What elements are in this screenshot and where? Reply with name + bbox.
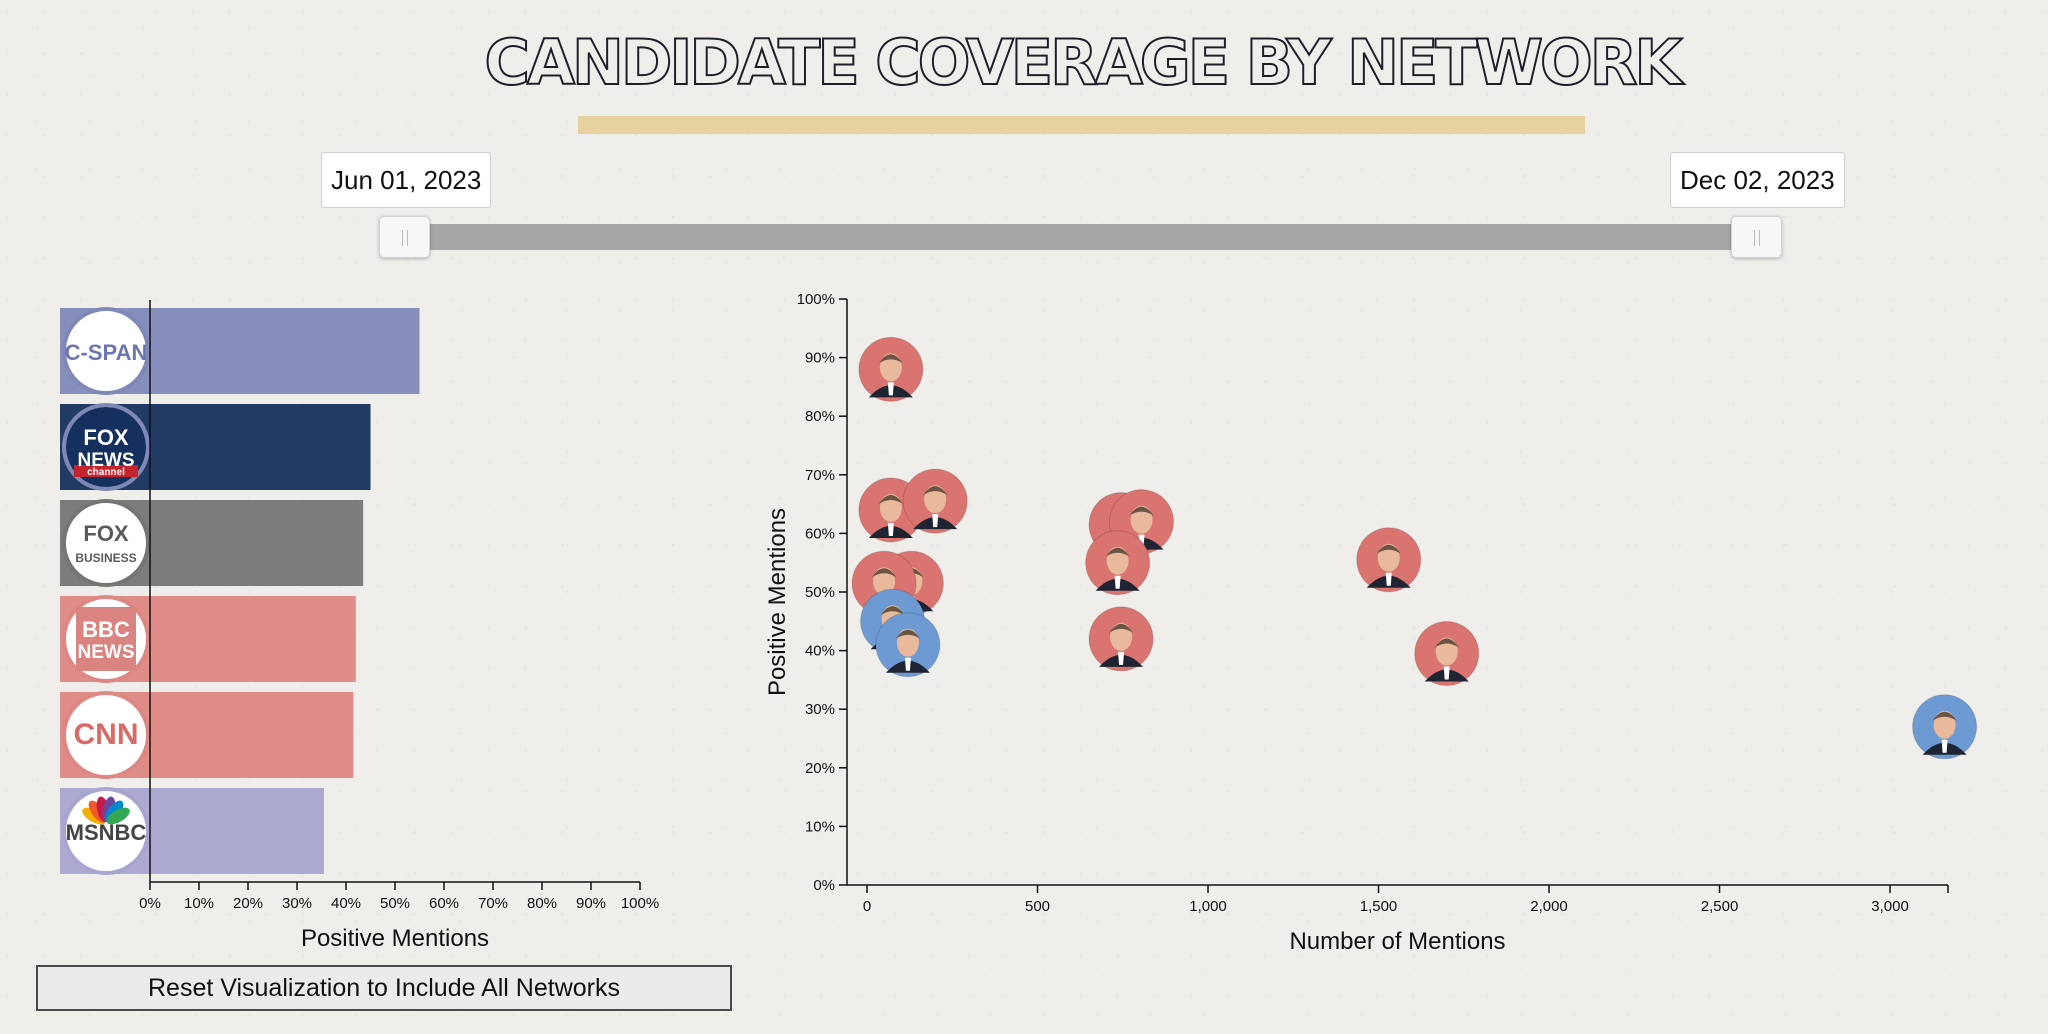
- candidate-point[interactable]: [1414, 621, 1480, 687]
- scatter-y-tick-label: 100%: [797, 291, 835, 308]
- candidate-point[interactable]: [858, 336, 924, 402]
- candidate-shirt-icon: [1118, 651, 1125, 665]
- network-logo-text: C-SPAN: [65, 340, 148, 365]
- candidate-hair-icon: [880, 606, 905, 616]
- scatter-x-tick-label: 0: [863, 898, 871, 915]
- scatter-y-tick-label: 60%: [805, 525, 835, 542]
- bar-x-tick-label: 90%: [576, 895, 606, 912]
- network-logo-text: MSNBC: [66, 820, 147, 845]
- candidate-hair-icon: [1105, 547, 1130, 557]
- scatter-y-tick-label: 70%: [805, 467, 835, 484]
- candidate-shirt-icon: [887, 382, 894, 396]
- bar-x-tick-label: 0%: [139, 895, 161, 912]
- candidate-hair-icon: [1932, 711, 1957, 721]
- candidate-shirt-icon: [904, 657, 911, 671]
- candidate-shirt-icon: [932, 514, 939, 528]
- candidate-hair-icon: [1434, 638, 1459, 648]
- network-logo-text: BBC: [82, 617, 130, 642]
- bar-x-tick-label: 40%: [331, 895, 361, 912]
- scatter-y-tick-label: 50%: [805, 584, 835, 601]
- scatter-x-tick-label: 3,000: [1871, 898, 1909, 915]
- candidate-point[interactable]: [1085, 530, 1151, 596]
- bbc-logo-icon: [76, 607, 136, 671]
- candidate-shirt-icon: [1443, 666, 1450, 680]
- peacock-feather-icon: [106, 807, 130, 825]
- fox-news-channel-band: [74, 465, 138, 477]
- scatter-x-axis-label: Number of Mentions: [1289, 928, 1505, 955]
- network-logo-badge[interactable]: [62, 499, 150, 587]
- reset-networks-button[interactable]: Reset Visualization to Include All Netwo…: [36, 965, 732, 1011]
- candidate-hair-icon: [895, 629, 920, 639]
- bar-x-tick-label: 80%: [527, 895, 557, 912]
- candidate-face-icon: [1377, 543, 1400, 572]
- scatter-x-tick-label: 2,000: [1530, 898, 1568, 915]
- candidate-point[interactable]: [1356, 527, 1422, 593]
- date-range-end-handle[interactable]: [1731, 216, 1782, 258]
- page-title: CANDIDATE COVERAGE BY NETWORK: [484, 25, 1684, 100]
- scatter-y-tick-label: 30%: [805, 701, 835, 718]
- candidate-face-icon: [879, 493, 902, 522]
- candidate-face-icon: [1130, 505, 1153, 534]
- candidate-face-icon: [924, 485, 947, 514]
- scatter-x-tick-label: 2,500: [1701, 898, 1739, 915]
- candidate-point[interactable]: [1088, 606, 1154, 672]
- candidate-face-icon: [879, 353, 902, 382]
- bar-x-tick-label: 20%: [233, 895, 263, 912]
- candidate-hair-icon: [878, 494, 903, 504]
- bar-x-tick-label: 70%: [478, 895, 508, 912]
- scatter-x-tick-label: 1,500: [1360, 898, 1398, 915]
- candidate-scatter-chart: 0% 10% 20% 30% 40% 50% 60% 70% 80% 90% 100% 0 500 1,0…: [764, 291, 1978, 955]
- network-logo-badge[interactable]: [62, 691, 150, 779]
- scatter-y-tick-label: 20%: [805, 760, 835, 777]
- bar-x-axis-label: Positive Mentions: [301, 925, 489, 952]
- network-logo-subtext: NEWS: [78, 450, 135, 471]
- bar-x-tick-label: 30%: [282, 895, 312, 912]
- date-range-slider-track[interactable]: [395, 224, 1740, 250]
- network-logo-badge[interactable]: [62, 307, 150, 395]
- title-underline: [578, 116, 1585, 134]
- end-date-label: Dec 02, 2023: [1670, 152, 1845, 208]
- date-range-start-handle[interactable]: [379, 216, 430, 258]
- scatter-x-tick-label: 500: [1025, 898, 1050, 915]
- candidate-shirt-icon: [1941, 739, 1948, 753]
- bar-x-tick-label: 10%: [184, 895, 214, 912]
- candidate-hair-icon: [1129, 506, 1154, 516]
- network-logo-subtext: BUSINESS: [75, 551, 136, 565]
- network-logo-text: CNN: [74, 718, 139, 751]
- scatter-y-tick-label: 0%: [813, 877, 835, 894]
- bar-x-tick-label: 50%: [380, 895, 410, 912]
- candidate-point[interactable]: [875, 612, 941, 678]
- start-date-label: Jun 01, 2023: [321, 152, 492, 208]
- bar-x-tick-label: 100%: [621, 895, 659, 912]
- candidate-shirt-icon: [1114, 575, 1121, 589]
- bar-x-tick-label: 60%: [429, 895, 459, 912]
- network-logo-subtext: NEWS: [78, 642, 135, 663]
- candidate-hair-icon: [1109, 623, 1134, 633]
- candidate-hair-icon: [872, 568, 897, 578]
- candidate-face-icon: [896, 628, 919, 657]
- candidate-face-icon: [1110, 622, 1133, 651]
- candidate-point[interactable]: [902, 468, 968, 534]
- network-logo-text: FOX: [83, 521, 129, 546]
- network-logo-text: FOX: [83, 425, 129, 450]
- candidate-face-icon: [873, 567, 896, 596]
- candidate-shirt-icon: [1385, 572, 1392, 586]
- candidate-hair-icon: [878, 354, 903, 364]
- candidate-face-icon: [1933, 710, 1956, 739]
- scatter-y-tick-label: 40%: [805, 643, 835, 660]
- network-logo-subtext: channel: [87, 467, 125, 478]
- candidate-face-icon: [1106, 546, 1129, 575]
- scatter-y-tick-label: 10%: [805, 818, 835, 835]
- scatter-y-tick-label: 80%: [805, 408, 835, 425]
- scatter-y-tick-label: 90%: [805, 350, 835, 367]
- scatter-x-tick-label: 1,000: [1189, 898, 1227, 915]
- candidate-hair-icon: [1376, 544, 1401, 554]
- candidate-point[interactable]: [1912, 694, 1978, 760]
- scatter-y-axis-label: Positive Mentions: [764, 508, 791, 696]
- candidate-face-icon: [1435, 637, 1458, 666]
- network-bar-chart: C-SPANFOXNEWSchannelFOXBUSINESSBBCNEWSCN…: [60, 300, 659, 952]
- candidate-hair-icon: [923, 486, 948, 496]
- candidate-shirt-icon: [887, 522, 894, 536]
